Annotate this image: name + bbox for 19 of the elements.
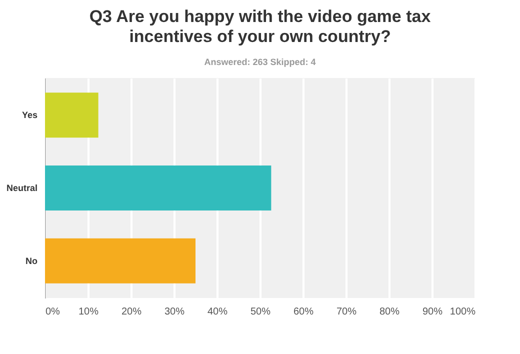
x-tick-label: 0%: [46, 306, 60, 318]
x-tick-label: 50%: [250, 306, 271, 318]
chart-subtitle: Answered: 263 Skipped: 4: [204, 57, 316, 67]
x-tick-label: 90%: [422, 306, 443, 318]
chart-title: Q3 Are you happy with the video game tax incentives of your own country?: [89, 7, 432, 46]
y-tick-label: Neutral: [6, 183, 38, 193]
y-tick-label: No: [26, 256, 38, 266]
x-tick-label: 10%: [78, 306, 99, 318]
x-tick-label: 100%: [450, 306, 476, 318]
x-tick-label: 30%: [164, 306, 185, 318]
bar: [45, 166, 272, 210]
x-tick-label: 70%: [336, 306, 357, 318]
bar: [45, 92, 98, 138]
bar: [45, 238, 196, 284]
x-tick-label: 40%: [207, 306, 228, 318]
x-tick-label: 80%: [379, 306, 400, 318]
y-tick-label: Yes: [22, 110, 38, 120]
x-tick-label: 60%: [293, 306, 314, 318]
x-tick-label: 20%: [121, 306, 142, 318]
